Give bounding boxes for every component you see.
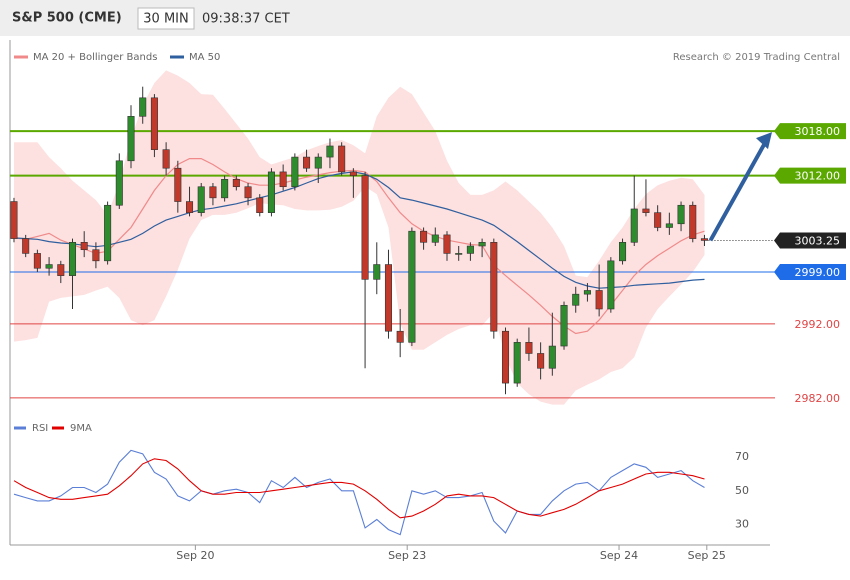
candle-body <box>326 145 334 158</box>
candle-body <box>677 204 685 225</box>
y-tick-label: 30 <box>735 518 749 531</box>
candle-body <box>490 242 498 332</box>
candle-body <box>396 330 404 343</box>
x-tick-label: Sep 23 <box>388 549 426 562</box>
candle-body <box>373 264 381 280</box>
candle-body <box>92 249 100 262</box>
candle-body <box>232 179 240 188</box>
candle-body <box>162 149 170 169</box>
candle-body <box>642 208 650 213</box>
candle-body <box>420 230 428 243</box>
interval: 30 MIN <box>143 12 188 27</box>
level-label: 3012.00 <box>795 170 841 183</box>
candle-body <box>314 156 322 169</box>
candle-body <box>291 156 299 188</box>
credit: Research © 2019 Trading Central <box>673 52 840 63</box>
candle-body <box>443 234 451 254</box>
candle-body <box>186 201 194 213</box>
candle-body <box>478 242 486 247</box>
candle-body <box>57 264 65 276</box>
candle-body <box>244 186 252 199</box>
legend-label: MA 20 + Bollinger Bands <box>33 52 157 63</box>
candle-body <box>700 238 708 241</box>
time: 09:38:37 CET <box>202 12 290 27</box>
candle-body <box>513 342 521 384</box>
candle-body <box>197 186 205 213</box>
projection-arrow <box>708 140 768 242</box>
arrow-head <box>756 132 772 150</box>
candle-body <box>431 234 439 243</box>
level-label-box <box>774 167 846 184</box>
y-tick-label: 50 <box>735 484 749 497</box>
candle-body <box>45 264 53 269</box>
header-bar <box>0 0 850 36</box>
last-price-label: 3003.25 <box>795 234 841 247</box>
candle-body <box>303 156 311 169</box>
candle-body <box>408 230 416 343</box>
candle-body <box>104 204 112 262</box>
level-label: 2992.00 <box>795 318 841 331</box>
x-tick-label: Sep 20 <box>176 549 214 562</box>
candle-body <box>525 342 533 354</box>
level-label: 2999.00 <box>795 266 841 279</box>
level-label-box <box>774 123 846 140</box>
candle-body <box>607 260 615 310</box>
candle-body <box>22 238 30 254</box>
candle-body <box>33 253 41 269</box>
candle-body <box>139 97 147 117</box>
candle-body <box>150 97 158 150</box>
candle-body <box>127 116 135 162</box>
candle-body <box>80 242 88 251</box>
candle-body <box>267 171 275 213</box>
x-tick-label: Sep 25 <box>688 549 726 562</box>
candle-body <box>583 290 591 295</box>
candle-body <box>537 353 545 369</box>
level-label: 3018.00 <box>795 125 841 138</box>
series-line <box>13 449 705 536</box>
legend-label: RSI <box>32 423 48 434</box>
candle-body <box>665 223 673 228</box>
candle-body <box>501 330 510 384</box>
candle-body <box>455 253 463 255</box>
candle-body <box>619 242 627 262</box>
overlay-line <box>13 171 705 289</box>
candle-body <box>630 208 638 243</box>
last-price-box <box>774 232 846 249</box>
interval-box <box>137 7 195 30</box>
candle-body <box>572 293 580 306</box>
legend-label: MA 50 <box>189 52 220 63</box>
candle-body <box>68 242 77 276</box>
bollinger-band <box>14 70 705 405</box>
candle-body <box>279 171 287 188</box>
level-label-box <box>774 263 846 280</box>
candle-body <box>595 290 603 310</box>
series-line <box>13 458 705 519</box>
instrument-title: S&P 500 (CME) <box>12 11 122 26</box>
overlay-line <box>13 158 705 335</box>
y-tick-label: 70 <box>735 450 749 463</box>
candle-body <box>209 186 217 199</box>
candle-body <box>654 212 662 228</box>
level-label: 2982.00 <box>795 392 841 405</box>
candle-body <box>221 179 229 199</box>
candle-body <box>560 304 568 347</box>
legend-label: 9MA <box>70 423 92 434</box>
candle-body <box>689 204 697 239</box>
candle-body <box>466 245 474 254</box>
candle-body <box>10 201 18 239</box>
candle-body <box>349 171 357 176</box>
candle-body <box>361 175 369 280</box>
candle-body <box>115 160 123 206</box>
candle-body <box>338 145 346 173</box>
candle-body <box>256 197 264 213</box>
candle-body <box>384 264 392 332</box>
x-tick-label: Sep 24 <box>600 549 638 562</box>
candle-body <box>548 345 556 369</box>
candle-body <box>174 167 182 202</box>
